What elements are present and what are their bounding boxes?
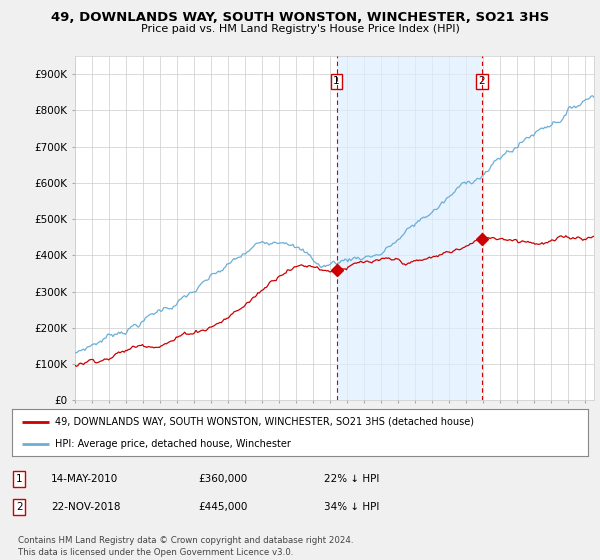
- Text: 22% ↓ HPI: 22% ↓ HPI: [324, 474, 379, 484]
- Text: 49, DOWNLANDS WAY, SOUTH WONSTON, WINCHESTER, SO21 3HS: 49, DOWNLANDS WAY, SOUTH WONSTON, WINCHE…: [51, 11, 549, 24]
- Bar: [337, 56, 482, 400]
- Text: 14-MAY-2010: 14-MAY-2010: [51, 474, 118, 484]
- Text: HPI: Average price, detached house, Winchester: HPI: Average price, detached house, Winc…: [55, 438, 291, 449]
- Text: 22-NOV-2018: 22-NOV-2018: [51, 502, 121, 512]
- Text: 2: 2: [478, 76, 485, 86]
- Text: £360,000: £360,000: [198, 474, 247, 484]
- Text: 2: 2: [16, 502, 23, 512]
- Text: 49, DOWNLANDS WAY, SOUTH WONSTON, WINCHESTER, SO21 3HS (detached house): 49, DOWNLANDS WAY, SOUTH WONSTON, WINCHE…: [55, 417, 474, 427]
- Text: Contains HM Land Registry data © Crown copyright and database right 2024.
This d: Contains HM Land Registry data © Crown c…: [18, 536, 353, 557]
- Text: Price paid vs. HM Land Registry's House Price Index (HPI): Price paid vs. HM Land Registry's House …: [140, 24, 460, 34]
- Text: 34% ↓ HPI: 34% ↓ HPI: [324, 502, 379, 512]
- Text: £445,000: £445,000: [198, 502, 247, 512]
- Text: 1: 1: [16, 474, 23, 484]
- Text: 1: 1: [333, 76, 340, 86]
